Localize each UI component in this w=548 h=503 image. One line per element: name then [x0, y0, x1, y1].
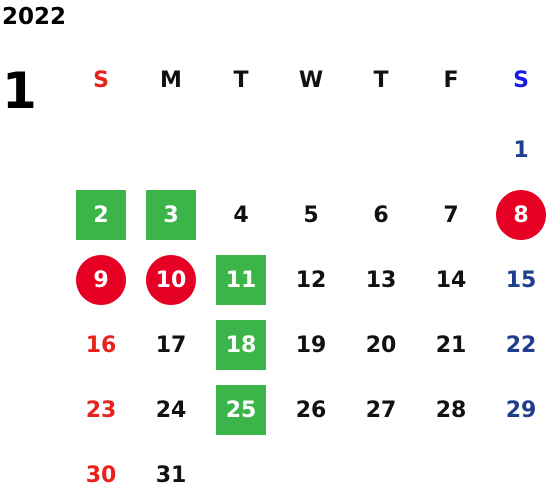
weekday-header: S: [513, 67, 529, 93]
weekday-header: S: [93, 67, 109, 93]
day-cell[interactable]: 24: [155, 397, 187, 423]
day-cell[interactable]: 10: [146, 255, 196, 305]
day-cell[interactable]: 5: [303, 202, 319, 228]
weekday-header: W: [298, 67, 324, 93]
day-cell[interactable]: 23: [85, 397, 117, 423]
weekday-header: F: [443, 67, 459, 93]
day-cell[interactable]: 25: [216, 385, 266, 435]
day-cell[interactable]: 6: [373, 202, 389, 228]
day-cell[interactable]: 22: [505, 332, 537, 358]
day-cell[interactable]: 20: [365, 332, 397, 358]
day-cell[interactable]: 16: [85, 332, 117, 358]
day-cell[interactable]: 2: [76, 190, 126, 240]
day-cell[interactable]: 11: [216, 255, 266, 305]
day-cell[interactable]: 7: [443, 202, 459, 228]
year-label: 2022: [2, 4, 67, 30]
day-cell[interactable]: 15: [505, 267, 537, 293]
day-cell[interactable]: 17: [155, 332, 187, 358]
day-cell[interactable]: 18: [216, 320, 266, 370]
day-cell[interactable]: 19: [295, 332, 327, 358]
day-cell[interactable]: 8: [496, 190, 546, 240]
day-cell[interactable]: 9: [76, 255, 126, 305]
day-cell[interactable]: 28: [435, 397, 467, 423]
weekday-header: T: [373, 67, 389, 93]
day-cell[interactable]: 13: [365, 267, 397, 293]
day-cell[interactable]: 3: [146, 190, 196, 240]
month-number: 1: [2, 62, 37, 120]
day-cell[interactable]: 1: [513, 137, 529, 163]
day-cell[interactable]: 4: [233, 202, 249, 228]
weekday-header: T: [233, 67, 249, 93]
day-cell[interactable]: 26: [295, 397, 327, 423]
day-cell[interactable]: 21: [435, 332, 467, 358]
weekday-header: M: [160, 67, 182, 93]
day-cell[interactable]: 31: [155, 462, 187, 488]
day-cell[interactable]: 14: [435, 267, 467, 293]
day-cell[interactable]: 12: [295, 267, 327, 293]
day-cell[interactable]: 30: [85, 462, 117, 488]
day-cell[interactable]: 27: [365, 397, 397, 423]
day-cell[interactable]: 29: [505, 397, 537, 423]
